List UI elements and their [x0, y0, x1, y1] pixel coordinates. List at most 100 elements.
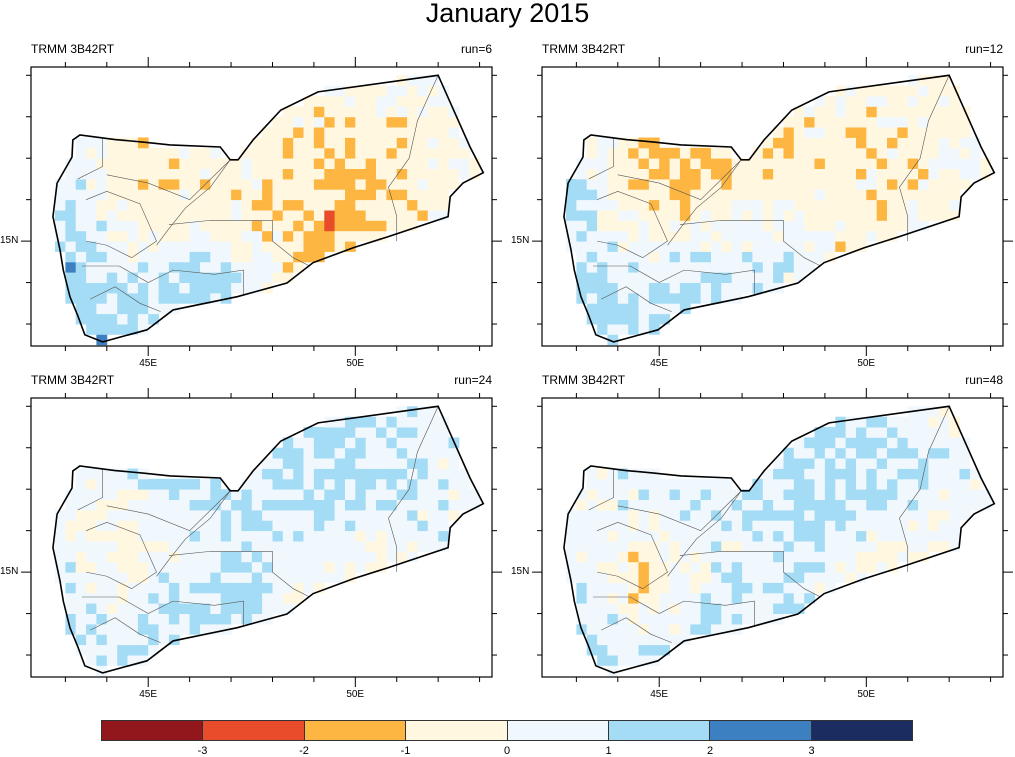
grid-cell: [231, 592, 242, 604]
grid-cell: [168, 551, 180, 563]
grid-cell: [773, 541, 784, 552]
grid-cell: [231, 210, 242, 221]
grid-cell: [200, 623, 211, 635]
grid-cell: [293, 447, 304, 459]
grid-cell: [355, 158, 367, 169]
panel-right-label: run=24: [454, 373, 492, 387]
admin-boundary: [592, 265, 755, 296]
grid-cell: [241, 282, 253, 294]
grid-cell: [272, 158, 284, 169]
grid-cell: [824, 251, 836, 263]
grid-cell: [293, 489, 304, 500]
grid-cell: [65, 603, 77, 614]
grid-cell: [272, 468, 284, 480]
grid-cell: [824, 427, 836, 438]
grid-cell: [731, 189, 743, 201]
grid-cell: [938, 530, 950, 542]
grid-cell: [711, 230, 722, 242]
grid-cell: [86, 655, 97, 666]
grid-cell: [804, 437, 815, 449]
grid-cell: [752, 509, 764, 521]
grid-cell: [586, 509, 598, 521]
grid-cell: [918, 210, 929, 221]
grid-cell: [824, 199, 836, 211]
grid-cell: [856, 127, 867, 138]
grid-cell: [376, 127, 387, 138]
grid-cell: [345, 499, 356, 511]
grid-cell: [96, 137, 108, 149]
grid-cell: [137, 199, 149, 211]
grid-cell: [742, 509, 753, 521]
grid-cell: [866, 489, 878, 500]
grid-cell: [679, 282, 691, 294]
grid-cell: [669, 199, 681, 211]
grid-cell: [324, 468, 336, 480]
grid-cell: [752, 582, 764, 594]
grid-cell: [576, 551, 588, 563]
grid-cell: [396, 478, 408, 490]
grid-cell: [586, 292, 598, 304]
precip-cells: [566, 406, 991, 677]
grid-cell: [272, 137, 284, 149]
grid-cell: [127, 303, 139, 315]
grid-cell: [210, 282, 222, 294]
grid-cell: [96, 655, 108, 666]
grid-cell: [282, 603, 294, 614]
grid-cell: [313, 147, 325, 159]
grid-cell: [648, 220, 660, 232]
grid-cell: [55, 210, 66, 221]
grid-cell: [137, 303, 149, 315]
grid-cell: [117, 582, 128, 594]
grid-cell: [607, 158, 619, 169]
grid-cell: [928, 147, 940, 159]
grid-cell: [376, 447, 387, 459]
grid-cell: [835, 106, 847, 118]
grid-cell: [711, 582, 722, 594]
grid-cell: [345, 230, 356, 242]
grid-cell: [365, 220, 377, 232]
grid-cell: [845, 509, 857, 521]
grid-cell: [690, 241, 702, 252]
grid-cell: [293, 509, 304, 521]
grid-cell: [814, 199, 826, 211]
grid-cell: [117, 178, 128, 190]
grid-cell: [897, 116, 909, 128]
grid-cell: [127, 168, 139, 180]
grid-cell: [106, 623, 118, 635]
grid-cell: [783, 592, 795, 604]
colorbar-swatch: [203, 721, 305, 740]
grid-cell: [638, 572, 650, 583]
grid-cell: [918, 530, 929, 542]
grid-cell: [127, 178, 139, 190]
grid-cell: [386, 127, 398, 138]
grid-cell: [566, 509, 577, 521]
y-tick-label: 15N: [0, 235, 19, 247]
grid-cell: [711, 220, 722, 232]
grid-cell: [866, 230, 878, 242]
admin-boundary: [588, 468, 614, 511]
grid-cell: [586, 282, 598, 294]
admin-boundary: [679, 551, 821, 598]
grid-cell: [158, 303, 170, 315]
grid-cell: [262, 603, 273, 614]
grid-cell: [669, 509, 681, 521]
grid-cell: [303, 106, 315, 118]
grid-cell: [669, 592, 681, 604]
grid-cell: [282, 127, 294, 138]
grid-cell: [866, 116, 878, 128]
grid-cell: [168, 499, 180, 511]
grid-cell: [721, 210, 733, 221]
grid-cell: [659, 623, 670, 635]
grid-cell: [458, 499, 470, 511]
grid-cell: [313, 158, 325, 169]
grid-cell: [179, 582, 191, 594]
grid-cell: [448, 178, 460, 190]
admin-boundary: [617, 159, 742, 201]
grid-cell: [179, 199, 191, 211]
grid-cell: [752, 282, 764, 294]
grid-cell: [742, 210, 753, 221]
grid-cell: [607, 478, 619, 490]
grid-cell: [711, 199, 722, 211]
grid-cell: [566, 530, 577, 542]
grid-cell: [638, 272, 650, 283]
